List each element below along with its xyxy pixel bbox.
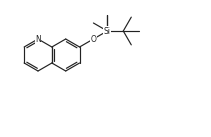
Text: N: N <box>35 35 41 44</box>
Text: Si: Si <box>104 26 111 35</box>
Text: O: O <box>91 35 96 44</box>
